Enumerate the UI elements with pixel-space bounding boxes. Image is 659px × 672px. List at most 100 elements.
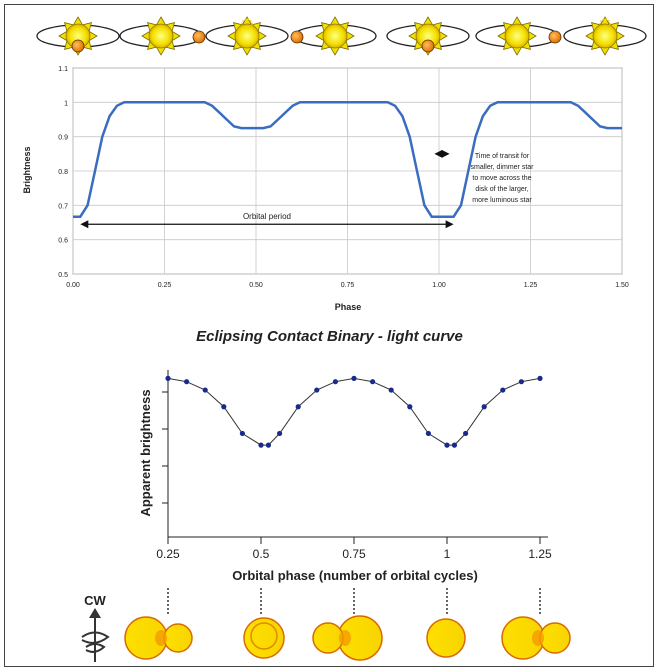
- arrow-head-left: [80, 220, 89, 229]
- x-ticks: 0.25 0.5 0.75 1 1.25: [156, 537, 552, 561]
- data-point: [258, 442, 264, 448]
- x-tick-label: 0.50: [249, 282, 263, 289]
- direction-label: CW: [84, 593, 106, 608]
- data-point: [500, 387, 506, 393]
- data-point: [351, 375, 357, 381]
- y-ticks: [162, 391, 168, 504]
- hidden-companion: [599, 18, 611, 30]
- x-tick-label: 1: [444, 547, 451, 561]
- star-disk: [592, 23, 618, 49]
- companion-star: [548, 30, 562, 44]
- orbit-system: [563, 16, 647, 56]
- y-tick-label: 0.8: [58, 169, 68, 176]
- data-point: [407, 404, 413, 410]
- contact-binary: [501, 616, 571, 660]
- x-tick-label: 0.00: [66, 282, 80, 289]
- data-point: [277, 430, 283, 437]
- data-point: [165, 375, 171, 381]
- x-axis-label: Phase: [335, 302, 362, 312]
- annotations: Orbital period Time of transit for smaller…: [80, 149, 534, 229]
- phase-guide-lines: [167, 588, 541, 616]
- x-tick-label: 1.00: [432, 282, 446, 289]
- secondary-star: [312, 622, 344, 654]
- data-point: [518, 379, 525, 385]
- y-tick-label: 1: [64, 100, 68, 107]
- light-curve: [167, 377, 541, 446]
- transit-label-line: smaller, dimmer star: [470, 164, 534, 171]
- star-disk: [234, 23, 260, 49]
- rotation-arrow-icon: [81, 631, 110, 644]
- data-point: [451, 442, 458, 448]
- x-tick-label: 0.25: [158, 282, 172, 289]
- y-tick-label: 0.9: [58, 135, 68, 142]
- data-point: [295, 404, 301, 410]
- x-tick-label: 0.5: [253, 547, 270, 561]
- data-point: [388, 387, 394, 393]
- y-tick-label: 0.6: [58, 238, 68, 245]
- transit-label-line: Time of transit for: [475, 153, 530, 160]
- data-point: [370, 379, 376, 385]
- companion-star: [71, 39, 85, 53]
- orbit-illustrations: [36, 16, 647, 56]
- secondary-star: [426, 618, 466, 658]
- y-tick-label: 0.5: [58, 272, 68, 279]
- data-point: [221, 404, 227, 410]
- arrow-head-right: [445, 220, 454, 229]
- transit-label-line: disk of the larger,: [475, 186, 528, 193]
- data-point: [537, 375, 543, 381]
- star-disk: [504, 23, 530, 49]
- orbit-system: [386, 16, 470, 56]
- data-point: [265, 442, 272, 448]
- contact-binary: [124, 616, 193, 660]
- chart-brightness-phase: 0.5 0.6 0.7 0.8 0.9 1 1.1 0.00 0.25 0.50 0.75 1.00…: [22, 66, 629, 312]
- transit-label-line: more luminous star: [472, 197, 532, 204]
- x-tick-label: 0.25: [156, 547, 180, 561]
- data-point: [239, 430, 245, 437]
- data-point: [332, 379, 338, 385]
- secondary-star: [163, 623, 193, 653]
- y-axis-label: Brightness: [22, 146, 32, 193]
- orbit-system: [119, 16, 206, 56]
- neck-glow: [532, 630, 544, 646]
- x-tick-labels: 0.00 0.25 0.50 0.75 1.00 1.25 1.50: [66, 282, 629, 289]
- data-point: [314, 387, 320, 393]
- y-axis-label-2: Apparent brightness: [138, 389, 153, 516]
- hidden-secondary: [250, 622, 278, 650]
- orbit-system: [205, 16, 289, 56]
- transit-time-label: Time of transit for smaller, dimmer star t…: [470, 153, 534, 204]
- data-point: [444, 442, 450, 448]
- arrow-up-icon: [89, 608, 101, 618]
- secondary-star: [539, 622, 571, 654]
- x-tick-label: 1.50: [615, 282, 629, 289]
- data-points: [165, 375, 543, 448]
- y-tick-label: 0.7: [58, 203, 68, 210]
- star-disk: [322, 23, 348, 49]
- x-axis-label-2: Orbital phase (number of orbital cycles): [232, 568, 478, 583]
- x-tick-label: 1.25: [528, 547, 552, 561]
- rotation-indicator: CW: [81, 593, 110, 662]
- companion-star: [192, 30, 206, 44]
- data-point: [202, 387, 208, 393]
- y-tick-label: 1.1: [58, 66, 68, 73]
- x-tick-label: 0.75: [342, 547, 366, 561]
- orbital-period-label: Orbital period: [243, 212, 291, 221]
- data-point: [463, 430, 469, 437]
- transit-label-line: to move across the: [472, 175, 531, 182]
- chart-contact-binary: 0.25 0.5 0.75 1 1.25 Apparent brightness Orb…: [138, 370, 552, 616]
- y-tick-labels: 0.5 0.6 0.7 0.8 0.9 1 1.1: [58, 66, 68, 279]
- neck-glow: [155, 630, 167, 646]
- neck-glow: [339, 630, 351, 646]
- chart-title: Eclipsing Contact Binary - light curve: [196, 328, 463, 345]
- figure-frame: [4, 4, 654, 667]
- orbit-system: [290, 16, 377, 56]
- data-point: [481, 404, 487, 410]
- orbit-system: [475, 16, 562, 56]
- data-point: [425, 430, 431, 437]
- arrow-head-right: [441, 149, 450, 158]
- eclipsed-binary: [243, 617, 285, 659]
- x-tick-label: 1.25: [524, 282, 538, 289]
- eclipsed-binary: [426, 618, 466, 658]
- data-point: [184, 379, 190, 385]
- transit-time-arrow: [434, 149, 450, 158]
